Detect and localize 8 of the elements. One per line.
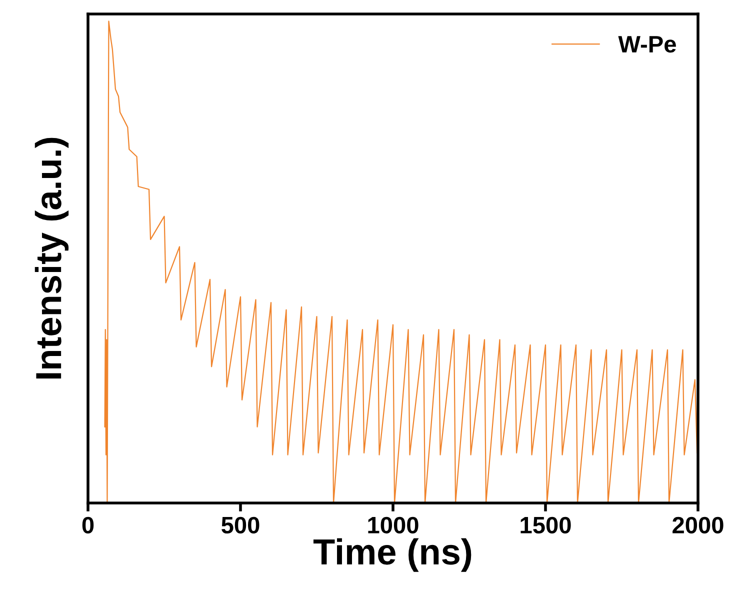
legend-label: W-Pe	[618, 36, 676, 53]
x-tick-label: 0	[82, 516, 94, 534]
x-axis-title: Time (ns)	[313, 538, 472, 572]
x-tick-label: 500	[222, 516, 260, 534]
x-tick-label: 1000	[368, 516, 418, 534]
x-tick-label: 1500	[520, 516, 571, 534]
y-axis-title: Intensity (a.u.)	[34, 138, 69, 378]
x-tick-label: 2000	[672, 516, 724, 534]
